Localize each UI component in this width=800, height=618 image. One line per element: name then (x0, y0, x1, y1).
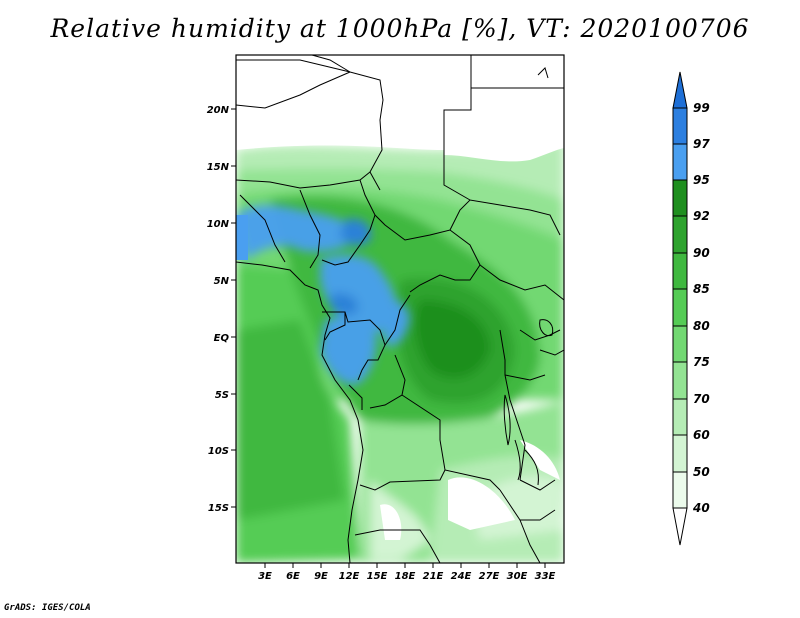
colorbar-segment-50-60 (672, 434, 688, 473)
colorbar-label-95: 95 (693, 173, 710, 187)
lon-label-15e: 15E (367, 571, 388, 582)
colorbar-label-80: 80 (693, 319, 710, 333)
lat-label-10n: 10N (207, 219, 230, 230)
lon-label-9e: 9E (314, 571, 328, 582)
colorbar-segment-92-95 (672, 179, 688, 217)
lon-label-30e: 30E (507, 571, 528, 582)
lat-label-20n: 20N (207, 105, 230, 116)
colorbar-segment-75-80 (672, 325, 688, 363)
colorbar-segment-70-75 (672, 361, 688, 400)
colorbar-label-50: 50 (693, 465, 710, 479)
colorbar-segment-95-97 (672, 143, 688, 181)
map-title: Relative humidity at 1000hPa [%], VT: 20… (50, 14, 750, 43)
lon-label-18e: 18E (395, 571, 416, 582)
colorbar-bottom-arrow (672, 507, 688, 546)
lon-label-27e: 27E (479, 571, 500, 582)
lon-label-24e: 24E (451, 571, 472, 582)
software-credit: GrADS: IGES/COLA (4, 603, 91, 613)
lat-label-5s: 5S (215, 390, 229, 401)
map-frame (235, 54, 565, 564)
colorbar-label-40: 40 (692, 501, 710, 515)
humidity-field (236, 55, 564, 563)
colorbar-segment-85-90 (672, 252, 688, 290)
colorbar-segment-90-92 (672, 215, 688, 254)
colorbar-segment-97-99 (672, 107, 688, 145)
colorbar-label-99: 99 (693, 101, 710, 115)
colorbar (672, 71, 688, 546)
colorbar-label-90: 90 (693, 246, 710, 260)
lon-label-3e: 3E (258, 571, 272, 582)
colorbar-label-97: 97 (693, 137, 710, 151)
lat-label-5n: 5N (214, 276, 230, 287)
country-borders (236, 55, 564, 563)
axis-ticks (231, 108, 546, 568)
colorbar-label-70: 70 (693, 392, 710, 406)
colorbar-label-85: 85 (693, 282, 710, 296)
colorbar-label-60: 60 (693, 428, 710, 442)
colorbar-top-arrow (672, 71, 688, 109)
colorbar-segment-40-50 (672, 471, 688, 509)
colorbar-label-92: 92 (693, 209, 710, 223)
lat-label-15n: 15N (207, 162, 230, 173)
lon-label-21e: 21E (423, 571, 444, 582)
lon-label-12e: 12E (339, 571, 360, 582)
lon-label-6e: 6E (286, 571, 300, 582)
colorbar-segment-80-85 (672, 288, 688, 327)
lat-label-eq: EQ (214, 333, 230, 344)
lat-label-10s: 10S (208, 446, 229, 457)
colorbar-segment-60-70 (672, 398, 688, 436)
colorbar-label-75: 75 (693, 355, 710, 369)
lon-label-33e: 33E (535, 571, 556, 582)
lat-label-15s: 15S (208, 503, 229, 514)
